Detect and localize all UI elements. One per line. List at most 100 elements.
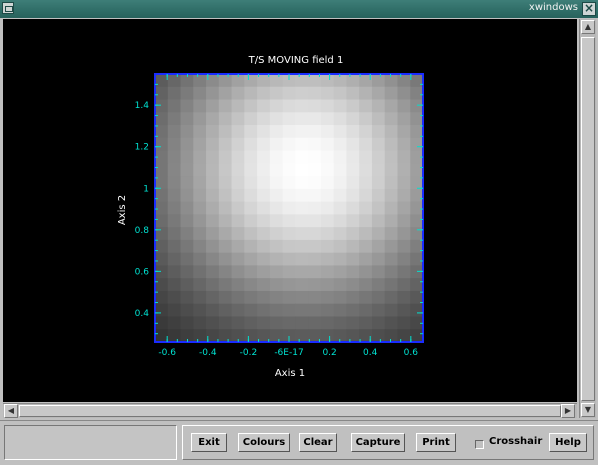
heatmap-cell [410,304,423,317]
heatmap-cell [346,125,359,138]
heatmap-cell [219,214,232,227]
horizontal-scroll-thumb[interactable] [19,405,561,417]
x-tick-label: -0.2 [240,348,258,358]
heatmap-cell [270,253,283,266]
colours-button[interactable]: Colours [238,433,290,452]
heatmap-cell [346,278,359,291]
heatmap-cell [244,189,257,202]
heatmap-cell [334,138,347,151]
heatmap-cell [181,240,194,253]
heatmap-cell [321,176,334,189]
heatmap-cell [397,74,410,87]
heatmap-cell [181,316,194,329]
heatmap-cell [385,304,398,317]
x-tick-label: 0.4 [363,348,378,358]
heatmap-cell [321,151,334,164]
heatmap-cell [193,278,206,291]
heatmap-cell [283,240,296,253]
heatmap-cell [283,87,296,100]
heatmap-cell [206,151,219,164]
plot-canvas[interactable]: T/S MOVING field 1 Axis 1 Axis 2 -0.6 -0.… [3,19,577,402]
heatmap-cell [372,100,385,113]
title-bar[interactable]: xwindows × [0,0,598,18]
heatmap-cell [181,227,194,240]
heatmap-cell [232,278,245,291]
heatmap-cell [308,100,321,113]
heatmap-cell [346,265,359,278]
heatmap-cell [397,329,410,342]
crosshair-checkbox[interactable] [475,440,484,449]
horizontal-scrollbar[interactable]: ◀ ▶ [3,403,577,418]
heatmap-cell [385,87,398,100]
scroll-right-icon[interactable]: ▶ [561,404,575,418]
heatmap-cell [295,240,308,253]
heatmap-cell [244,214,257,227]
vertical-scrollbar[interactable]: ▲ ▼ [579,19,596,418]
heatmap-cell [283,176,296,189]
heatmap-cell [232,100,245,113]
heatmap-cell [359,240,372,253]
exit-button[interactable]: Exit [191,433,227,452]
heatmap-cell [168,202,181,215]
heatmap-cell [244,163,257,176]
heatmap-cell [283,100,296,113]
heatmap-cell [397,112,410,125]
heatmap-cell [346,304,359,317]
scroll-up-icon[interactable]: ▲ [581,20,595,34]
heatmap-cell [295,125,308,138]
heatmap-cell [155,253,168,266]
heatmap-cell [372,253,385,266]
help-button[interactable]: Help [549,433,587,452]
heatmap-cell [155,138,168,151]
heatmap-cell [321,227,334,240]
chart-title: T/S MOVING field 1 [248,55,344,66]
scroll-left-icon[interactable]: ◀ [4,404,18,418]
heatmap-cell [155,240,168,253]
heatmap-cell [346,100,359,113]
heatmap-cell [410,265,423,278]
heatmap-cell [244,87,257,100]
print-button[interactable]: Print [416,433,456,452]
heatmap-cell [397,240,410,253]
heatmap-cell [346,87,359,100]
heatmap-cells [155,74,424,343]
heatmap-cell [181,125,194,138]
heatmap-cell [359,125,372,138]
heatmap-cell [270,138,283,151]
heatmap-cell [270,316,283,329]
scroll-down-icon[interactable]: ▼ [581,403,595,417]
heatmap-cell [410,227,423,240]
heatmap-cell [270,100,283,113]
heatmap-cell [270,227,283,240]
heatmap-cell [270,74,283,87]
heatmap-cell [257,202,270,215]
vertical-scroll-thumb[interactable] [581,37,595,401]
capture-button[interactable]: Capture [351,433,405,452]
heatmap-cell [206,125,219,138]
clear-button[interactable]: Clear [299,433,337,452]
heatmap-cell [359,214,372,227]
heatmap-cell [295,202,308,215]
heatmap-cell [232,202,245,215]
heatmap-cell [181,278,194,291]
heatmap-cell [397,304,410,317]
heatmap-cell [257,176,270,189]
heatmap-cell [181,151,194,164]
heatmap-cell [346,112,359,125]
heatmap-cell [270,304,283,317]
close-icon[interactable]: × [582,2,596,16]
heatmap-cell [321,163,334,176]
heatmap-cell [283,304,296,317]
heatmap-cell [372,163,385,176]
heatmap-cell [232,87,245,100]
heatmap-cell [385,125,398,138]
heatmap-cell [219,304,232,317]
heatmap-cell [308,87,321,100]
heatmap-cell [346,138,359,151]
heatmap-cell [308,304,321,317]
window-menu-icon[interactable] [2,2,14,14]
heatmap-cell [372,125,385,138]
heatmap-cell [193,304,206,317]
heatmap-cell [385,100,398,113]
heatmap-cell [270,87,283,100]
